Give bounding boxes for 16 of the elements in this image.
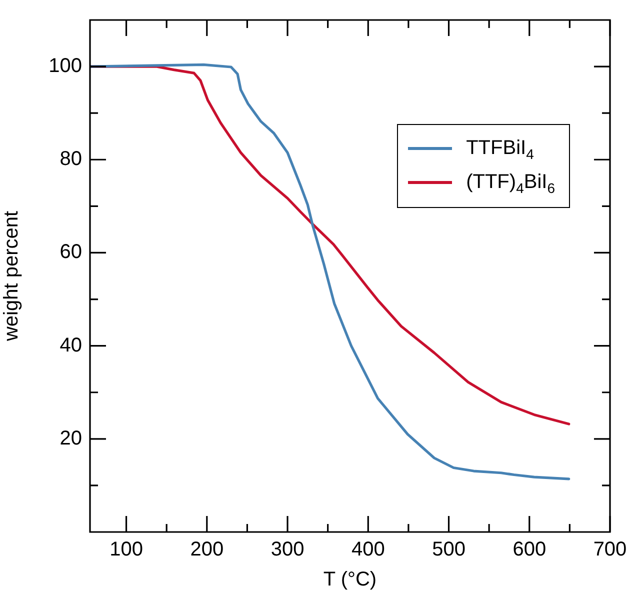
- legend-label: TTFBiI$_{4}$: [466, 136, 534, 164]
- x-tick-label: 500: [432, 538, 466, 561]
- x-tick-label: 100: [110, 538, 143, 561]
- x-axis-title: T (°C): [323, 568, 377, 591]
- x-tick-label: 700: [593, 538, 627, 561]
- x-tick-label: 600: [512, 538, 546, 561]
- y-tick-label: 100: [48, 55, 82, 78]
- y-tick-label: 40: [60, 334, 82, 356]
- x-tick-label: 200: [190, 538, 224, 561]
- y-axis-title: weight percent: [0, 210, 23, 342]
- y-tick-label: 20: [60, 427, 82, 450]
- x-tick-label: 400: [351, 538, 385, 561]
- y-tick-label: 60: [60, 241, 82, 264]
- legend-label: (TTF)$_{4}$BiI$_{6}$: [466, 170, 555, 198]
- y-tick-label: 80: [60, 148, 82, 170]
- x-tick-label: 300: [270, 538, 304, 561]
